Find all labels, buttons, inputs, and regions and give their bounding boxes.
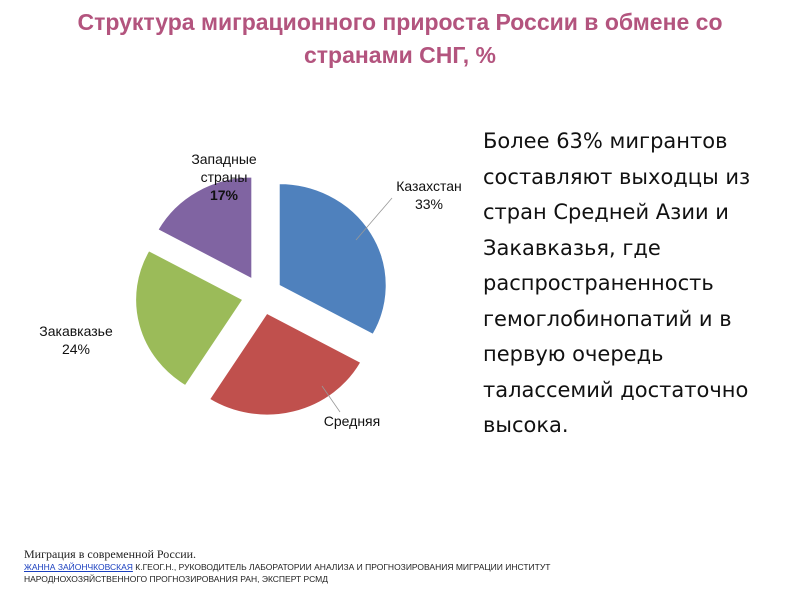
pie-chart-svg <box>135 176 393 416</box>
footer: Миграция в современной России. Жанна Зай… <box>24 547 664 585</box>
slice-label-kazakhstan-value: 33% <box>414 196 444 212</box>
slice-label-central-name: Средняя <box>323 413 381 429</box>
pie-slice-western <box>157 176 253 280</box>
leader-line-kazakhstan <box>355 197 393 241</box>
slice-label-transcaucasia-name: Закавказье <box>39 323 113 339</box>
author-link[interactable]: Жанна Зайончковская <box>24 562 133 572</box>
footer-author: Жанна Зайончковская к.геог.н., руководит… <box>24 561 664 585</box>
slice-label-western-value: 17% <box>209 187 239 203</box>
pie-slice-transcaucasia <box>135 250 244 387</box>
slice-label-kazakhstan: Казахстан 33% <box>388 177 470 213</box>
slice-label-transcaucasia-value: 24% <box>61 341 91 357</box>
slice-label-western: Западные страны 17% <box>168 150 280 204</box>
body-text: Более 63% мигрантов составляют выходцы и… <box>483 129 751 437</box>
pie-slice-kazakhstan <box>278 183 387 335</box>
pie-slice-central <box>208 312 362 416</box>
footer-source: Миграция в современной России. <box>24 547 197 561</box>
page-title: Структура миграционного прироста России … <box>77 9 723 68</box>
slice-label-western-name: Западные страны <box>191 151 257 185</box>
slice-label-transcaucasia: Закавказье 24% <box>28 322 124 358</box>
leader-line-central <box>321 385 341 413</box>
slice-label-kazakhstan-name: Казахстан <box>396 178 462 194</box>
pie-chart: Казахстан 33% Средняя Закавказье 24% Зап… <box>0 120 470 450</box>
slice-label-central: Средняя <box>312 412 392 430</box>
author-description: к.геог.н., руководитель лаборатории анал… <box>24 562 551 584</box>
